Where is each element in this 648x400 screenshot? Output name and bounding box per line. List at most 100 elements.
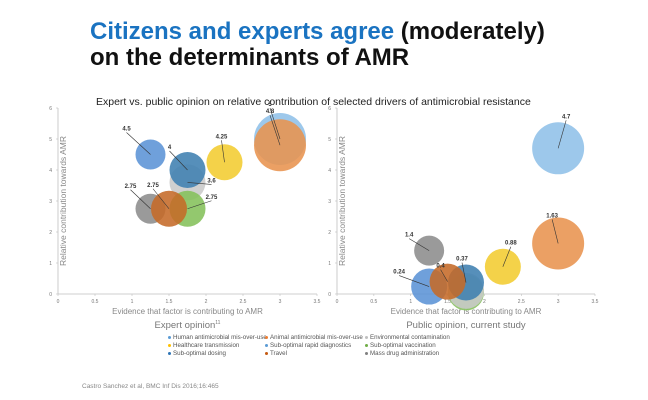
- legend-item: Healthcare transmission: [168, 342, 265, 349]
- y-axis-label: Relative contribution towards AMR: [337, 136, 347, 266]
- legend-item: Sub-optimal vaccination: [365, 342, 475, 349]
- data-label: 2.75: [147, 183, 159, 189]
- legend-label: Human antimicrobial mis-over-use: [173, 334, 267, 341]
- legend-marker: [365, 335, 368, 339]
- x-tick-label: 0: [57, 299, 60, 305]
- legend-marker: [365, 351, 368, 355]
- legend: Human antimicrobial mis-over-use Animal a…: [168, 334, 475, 357]
- y-tick-label: 1: [328, 261, 331, 267]
- leader-line: [269, 107, 281, 140]
- legend-item: Animal antimicrobial mis-over-use: [265, 334, 365, 341]
- leader-line: [221, 140, 225, 163]
- leader-line: [461, 262, 467, 283]
- leader-line: [408, 238, 430, 251]
- data-label: 2.75: [125, 184, 137, 190]
- legend-marker: [168, 335, 171, 339]
- data-label: 4.7: [562, 114, 571, 120]
- legend-item: Travel: [265, 350, 365, 357]
- legend-marker: [265, 351, 268, 355]
- data-label: 4.8: [266, 109, 275, 115]
- data-label: 5: [268, 102, 272, 108]
- data-label: 2.75: [206, 195, 218, 201]
- y-tick-label: 3: [49, 199, 52, 205]
- subtitle-text: Expert vs. public opinion on relative co…: [96, 96, 531, 108]
- x-tick-label: 2: [205, 299, 208, 305]
- y-tick-label: 5: [49, 137, 52, 143]
- x-tick-label: 2.5: [518, 299, 525, 305]
- data-label: 1.63: [546, 213, 558, 219]
- x-tick-label: 0.5: [92, 299, 99, 305]
- data-label: 3.6: [207, 178, 216, 184]
- x-tick-label: 3.5: [592, 299, 599, 305]
- legend-label: Environmental contamination: [370, 334, 450, 341]
- y-axis-label: Relative contribution towards AMR: [58, 136, 68, 266]
- leader-line: [187, 182, 212, 185]
- leader-line: [126, 132, 151, 155]
- y-tick-label: 1: [49, 261, 52, 267]
- title-superscript: 11: [215, 320, 220, 326]
- y-tick-label: 2: [49, 230, 52, 236]
- leader-line: [269, 115, 281, 146]
- slide-title: Citizens and experts agree (moderately) …: [90, 19, 545, 71]
- chart-title: Public opinion, current study: [406, 320, 526, 331]
- data-label: 4: [168, 145, 172, 151]
- x-tick-label: 1.5: [166, 299, 173, 305]
- legend-marker: [265, 343, 268, 347]
- legend-label: Healthcare transmission: [173, 342, 240, 349]
- leader-line: [187, 200, 212, 210]
- leader-line: [399, 275, 430, 287]
- legend-label: Sub-optimal dosing: [173, 350, 226, 357]
- y-tick-label: 6: [328, 106, 331, 112]
- legend-label: Animal antimicrobial mis-over-use: [270, 334, 363, 341]
- title-rest: (moderately): [394, 18, 545, 45]
- x-tick-label: 3: [279, 299, 282, 305]
- legend-item: Sub-optimal dosing: [168, 350, 265, 357]
- legend-label: Sub-optimal rapid diagnostics: [270, 342, 352, 349]
- leader-line: [551, 219, 559, 244]
- legend-item: Environmental contamination: [365, 334, 475, 341]
- title-line2: on the determinants of AMR: [90, 44, 410, 71]
- y-tick-label: 6: [49, 106, 52, 112]
- data-label: 0.24: [393, 270, 405, 276]
- data-label: 4.5: [122, 127, 131, 133]
- y-tick-label: 2: [328, 230, 331, 236]
- citation: Castro Sanchez et al, BMC Inf Dis 2016;1…: [82, 383, 219, 390]
- legend-item: Sub-optimal rapid diagnostics: [265, 342, 365, 349]
- legend-item: Human antimicrobial mis-over-use: [168, 334, 267, 341]
- y-tick-label: 4: [49, 168, 52, 174]
- y-tick-label: 4: [328, 168, 331, 174]
- leader-line: [169, 150, 188, 171]
- x-axis-label: Evidence that factor is contributing to …: [112, 307, 263, 316]
- x-tick-label: 3.5: [314, 299, 321, 305]
- x-axis-label: Evidence that factor is contributing to …: [391, 307, 542, 316]
- data-label: 1.4: [405, 233, 414, 239]
- x-tick-label: 2: [483, 299, 486, 305]
- leader-line: [502, 246, 512, 267]
- y-tick-label: 0: [49, 292, 52, 298]
- y-tick-label: 5: [328, 137, 331, 143]
- legend-marker: [265, 335, 268, 339]
- title-highlight: Citizens and experts agree: [90, 18, 395, 45]
- y-tick-label: 3: [328, 199, 331, 205]
- legend-label: Mass drug administration: [370, 350, 440, 357]
- legend-item: Mass drug administration: [365, 350, 475, 357]
- leader-line: [440, 269, 448, 282]
- data-label: 0.37: [456, 257, 468, 263]
- leader-line: [152, 188, 170, 209]
- legend-label: Sub-optimal vaccination: [370, 342, 436, 349]
- legend-marker: [365, 343, 368, 347]
- leader-line: [557, 120, 567, 149]
- legend-marker: [168, 343, 171, 347]
- legend-marker: [168, 351, 171, 355]
- legend-label: Travel: [270, 350, 287, 357]
- data-label: 0.88: [505, 241, 517, 247]
- x-tick-label: 1: [409, 299, 412, 305]
- x-tick-label: 3: [557, 299, 560, 305]
- x-tick-label: 2.5: [240, 299, 247, 305]
- x-tick-label: 1.5: [444, 299, 451, 305]
- data-label: 0.4: [436, 264, 445, 270]
- data-label: 4.25: [216, 134, 228, 140]
- leader-line: [130, 189, 151, 209]
- x-tick-label: 0: [336, 299, 339, 305]
